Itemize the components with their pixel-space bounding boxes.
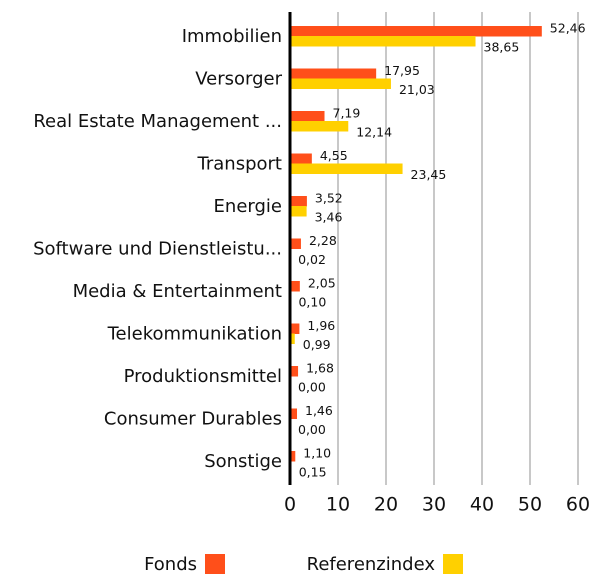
value-label: 23,45 (411, 167, 447, 182)
bar (290, 238, 301, 249)
x-tick-label: 30 (422, 494, 446, 516)
value-label: 1,10 (303, 446, 331, 461)
category-label: Real Estate Management ... (33, 111, 282, 132)
bar (290, 26, 542, 37)
value-label: 0,10 (298, 295, 326, 310)
value-label: 12,14 (356, 125, 392, 140)
category-label: Transport (197, 154, 282, 175)
category-label: Energie (214, 196, 282, 217)
value-label: 2,05 (308, 276, 336, 291)
value-label: 38,65 (484, 40, 520, 55)
bar (290, 408, 298, 419)
legend-label: Fonds (144, 554, 197, 575)
bar (290, 196, 307, 207)
bar (290, 78, 391, 89)
x-tick-label: 20 (374, 494, 398, 516)
bar (290, 36, 476, 47)
legend-swatch (443, 554, 463, 574)
bar (290, 153, 312, 164)
bar (290, 163, 403, 174)
value-label: 3,46 (315, 210, 343, 225)
bar (290, 366, 299, 377)
value-label: 4,55 (320, 148, 348, 163)
legend-label: Referenzindex (307, 554, 436, 575)
value-label: 0,02 (298, 252, 326, 267)
bar (290, 281, 300, 292)
value-label: 1,46 (305, 403, 333, 418)
value-label: 17,95 (384, 63, 420, 78)
value-label: 0,00 (298, 422, 326, 437)
value-label: 21,03 (399, 82, 435, 97)
bar (290, 451, 296, 462)
category-label: Media & Entertainment (73, 281, 282, 302)
category-label: Immobilien (182, 26, 282, 47)
value-label: 3,52 (315, 191, 343, 206)
x-tick-label: 10 (326, 494, 350, 516)
value-label: 52,46 (550, 21, 586, 36)
bar (290, 333, 295, 344)
value-label: 0,15 (299, 465, 327, 480)
category-label: Consumer Durables (104, 409, 282, 430)
value-label: 0,00 (298, 380, 326, 395)
bar (290, 68, 377, 79)
legend-swatch (205, 554, 225, 574)
category-label: Software und Dienstleistu... (33, 239, 282, 260)
value-label: 1,68 (306, 361, 334, 376)
value-label: 1,96 (307, 318, 335, 333)
x-tick-label: 40 (470, 494, 494, 516)
bar (290, 111, 325, 122)
category-label: Sonstige (204, 451, 282, 472)
value-label: 0,99 (303, 337, 331, 352)
x-tick-label: 50 (518, 494, 542, 516)
x-tick-label: 0 (284, 494, 296, 516)
category-label: Produktionsmittel (124, 366, 282, 387)
category-label: Telekommunikation (107, 324, 282, 345)
bar (290, 206, 307, 217)
value-label: 2,28 (309, 233, 337, 248)
bar (290, 323, 300, 334)
x-tick-label: 60 (566, 494, 590, 516)
category-label: Versorger (195, 69, 282, 90)
bar (290, 121, 349, 132)
value-label: 7,19 (333, 106, 361, 121)
